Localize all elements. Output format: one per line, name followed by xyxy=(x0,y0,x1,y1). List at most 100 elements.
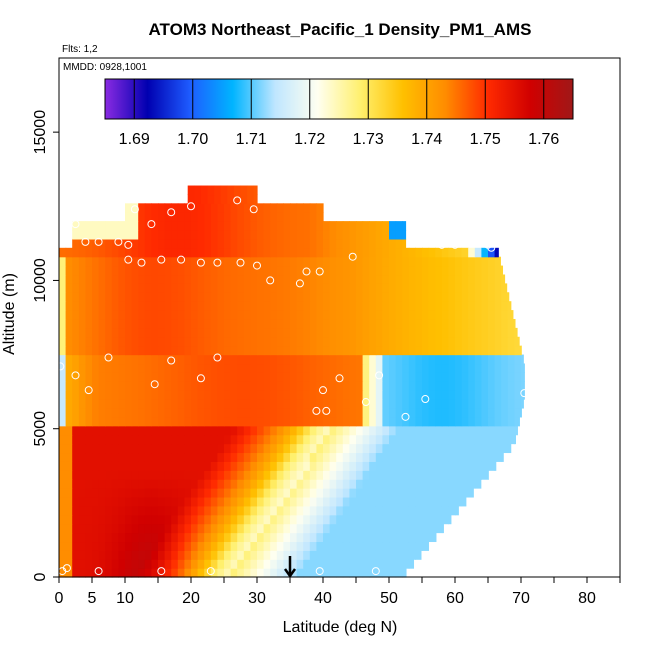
heatmap-cell xyxy=(507,310,514,320)
heatmap-cell xyxy=(356,283,364,293)
heatmap-cell xyxy=(448,381,456,391)
heatmap-cell xyxy=(111,505,119,516)
heatmap-cell xyxy=(204,336,212,347)
heatmap-cell xyxy=(125,479,133,489)
heatmap-cell xyxy=(237,390,245,400)
heatmap-cell xyxy=(349,407,357,418)
heatmap-cell xyxy=(59,345,67,356)
heatmap-cell xyxy=(455,256,463,267)
heatmap-cell xyxy=(257,318,265,329)
heatmap-cell xyxy=(171,274,179,284)
heatmap-cell xyxy=(72,265,80,276)
heatmap-cell xyxy=(72,310,80,320)
heatmap-cell xyxy=(389,523,397,534)
heatmap-cell xyxy=(422,505,430,516)
heatmap-cell xyxy=(296,203,304,213)
heatmap-cell xyxy=(303,496,311,507)
heatmap-cell xyxy=(309,256,317,267)
heatmap-cell xyxy=(474,247,482,258)
heatmap-cell xyxy=(362,479,370,489)
heatmap-cell xyxy=(290,292,298,302)
heatmap-cell xyxy=(224,256,232,267)
heatmap-cell xyxy=(329,390,337,400)
heatmap-cell xyxy=(375,532,383,543)
heatmap-cell xyxy=(204,425,212,436)
heatmap-cell xyxy=(237,238,245,249)
heatmap-cell xyxy=(382,425,390,436)
heatmap-cell xyxy=(65,523,73,534)
heatmap-cell xyxy=(389,247,397,258)
heatmap-cell xyxy=(243,310,251,320)
heatmap-cell xyxy=(105,301,113,311)
heatmap-cell xyxy=(422,399,430,409)
heatmap-cell xyxy=(243,381,251,391)
heatmap-cell xyxy=(501,452,504,462)
heatmap-cell xyxy=(111,461,119,471)
heatmap-cell xyxy=(435,505,443,516)
heatmap-cell xyxy=(131,550,139,560)
heatmap-cell xyxy=(316,256,324,267)
heatmap-cell xyxy=(111,247,119,258)
heatmap-cell xyxy=(514,372,522,382)
heatmap-cell xyxy=(59,559,67,569)
heatmap-cell xyxy=(131,301,139,311)
heatmap-cell xyxy=(402,247,410,258)
heatmap-cell xyxy=(408,327,416,338)
heatmap-cell xyxy=(356,310,364,320)
heatmap-cell xyxy=(474,470,482,480)
heatmap-cell xyxy=(204,221,212,231)
heatmap-cell xyxy=(303,283,311,293)
heatmap-cell xyxy=(92,496,100,507)
heatmap-cell xyxy=(59,514,67,525)
heatmap-cell xyxy=(336,301,344,311)
heatmap-cell xyxy=(210,230,218,240)
heatmap-cell xyxy=(389,318,397,329)
heatmap-cell xyxy=(303,336,311,347)
heatmap-cell xyxy=(276,407,284,418)
heatmap-cell xyxy=(177,327,185,338)
heatmap-cell xyxy=(329,345,337,356)
heatmap-cell xyxy=(151,247,159,258)
heatmap-cell xyxy=(316,505,324,516)
heatmap-cell xyxy=(151,274,159,284)
heatmap-cell xyxy=(138,203,146,213)
heatmap-cell xyxy=(257,523,265,534)
heatmap-cell xyxy=(138,479,146,489)
heatmap-cell xyxy=(402,283,410,293)
heatmap-cell xyxy=(270,221,278,231)
heatmap-cell xyxy=(92,559,100,569)
heatmap-cell xyxy=(389,390,397,400)
heatmap-cell xyxy=(243,283,251,293)
heatmap-cell xyxy=(118,327,126,338)
sample-point xyxy=(213,258,222,267)
heatmap-cell xyxy=(316,372,324,382)
heatmap-cell xyxy=(257,212,265,222)
heatmap-cell xyxy=(187,185,195,196)
heatmap-cell xyxy=(309,363,317,373)
heatmap-cell xyxy=(283,541,291,551)
heatmap-cell xyxy=(323,452,331,462)
heatmap-cell xyxy=(375,292,383,302)
heatmap-cell xyxy=(138,292,146,302)
heatmap-cell xyxy=(72,221,80,231)
heatmap-cell xyxy=(98,238,106,249)
heatmap-cell xyxy=(369,318,377,329)
heatmap-cell xyxy=(59,390,67,400)
heatmap-cell xyxy=(270,256,278,267)
heatmap-cell xyxy=(217,488,225,498)
heatmap-cell xyxy=(204,318,212,329)
heatmap-cell xyxy=(111,470,119,480)
heatmap-cell xyxy=(441,274,449,284)
heatmap-cell xyxy=(138,238,146,249)
heatmap-cell xyxy=(158,461,166,471)
heatmap-cell xyxy=(78,381,86,391)
heatmap-cell xyxy=(501,274,506,284)
heatmap-cell xyxy=(158,559,166,569)
heatmap-cell xyxy=(184,479,192,489)
heatmap-cell xyxy=(283,452,291,462)
heatmap-cell xyxy=(316,514,324,525)
heatmap-cell xyxy=(138,434,146,445)
heatmap-cell xyxy=(356,327,364,338)
heatmap-cell xyxy=(514,354,522,365)
heatmap-cell xyxy=(210,399,218,409)
